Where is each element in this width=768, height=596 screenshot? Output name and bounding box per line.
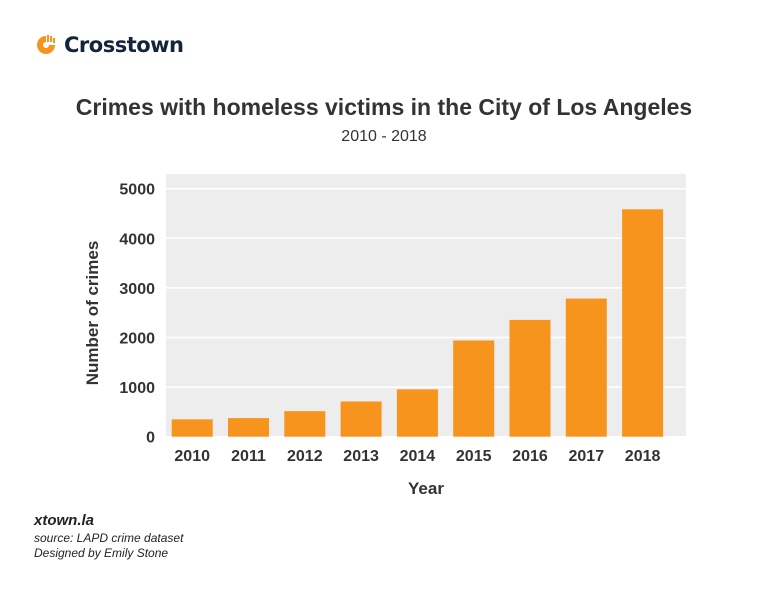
bar-2018 [622,209,664,437]
y-tick-label: 3000 [119,281,155,298]
y-axis-label: Number of crimes [83,241,102,386]
bar-2011 [228,418,269,437]
crosstown-logo: Crosstown [34,33,184,57]
chart-subtitle: 2010 - 2018 [341,128,427,145]
logo-icon [37,35,55,54]
x-tick-label: 2010 [174,448,210,465]
logo-text: Crosstown [64,33,184,57]
chart-title: Crimes with homeless victims in the City… [75,94,693,120]
x-tick-label: 2013 [343,448,379,465]
bar-2017 [565,298,607,437]
x-tick-label: 2011 [231,448,266,465]
bar-2015 [453,340,495,437]
footer-credit: Designed by Emily Stone [34,546,169,560]
footer-source: source: LAPD crime dataset [34,531,184,545]
bar-2010 [171,419,213,437]
y-tick-label: 4000 [119,231,155,248]
bar-2016 [509,319,551,437]
bar-2012 [284,411,326,437]
x-tick-label: 2017 [569,448,605,465]
y-tick-label: 2000 [119,331,155,348]
x-tick-label: 2012 [287,448,323,465]
x-tick-label: 2015 [456,448,492,465]
y-tick-label: 1000 [119,380,155,397]
x-tick-label: 2016 [512,448,548,465]
x-axis-label: Year [408,479,444,498]
x-tick-label: 2018 [625,448,661,465]
bar-2014 [396,389,438,437]
bar-2013 [340,401,382,437]
y-tick-label: 0 [146,430,155,447]
y-tick-label: 5000 [119,182,155,199]
x-tick-label: 2014 [400,448,436,465]
footer-site: xtown.la [34,512,95,529]
